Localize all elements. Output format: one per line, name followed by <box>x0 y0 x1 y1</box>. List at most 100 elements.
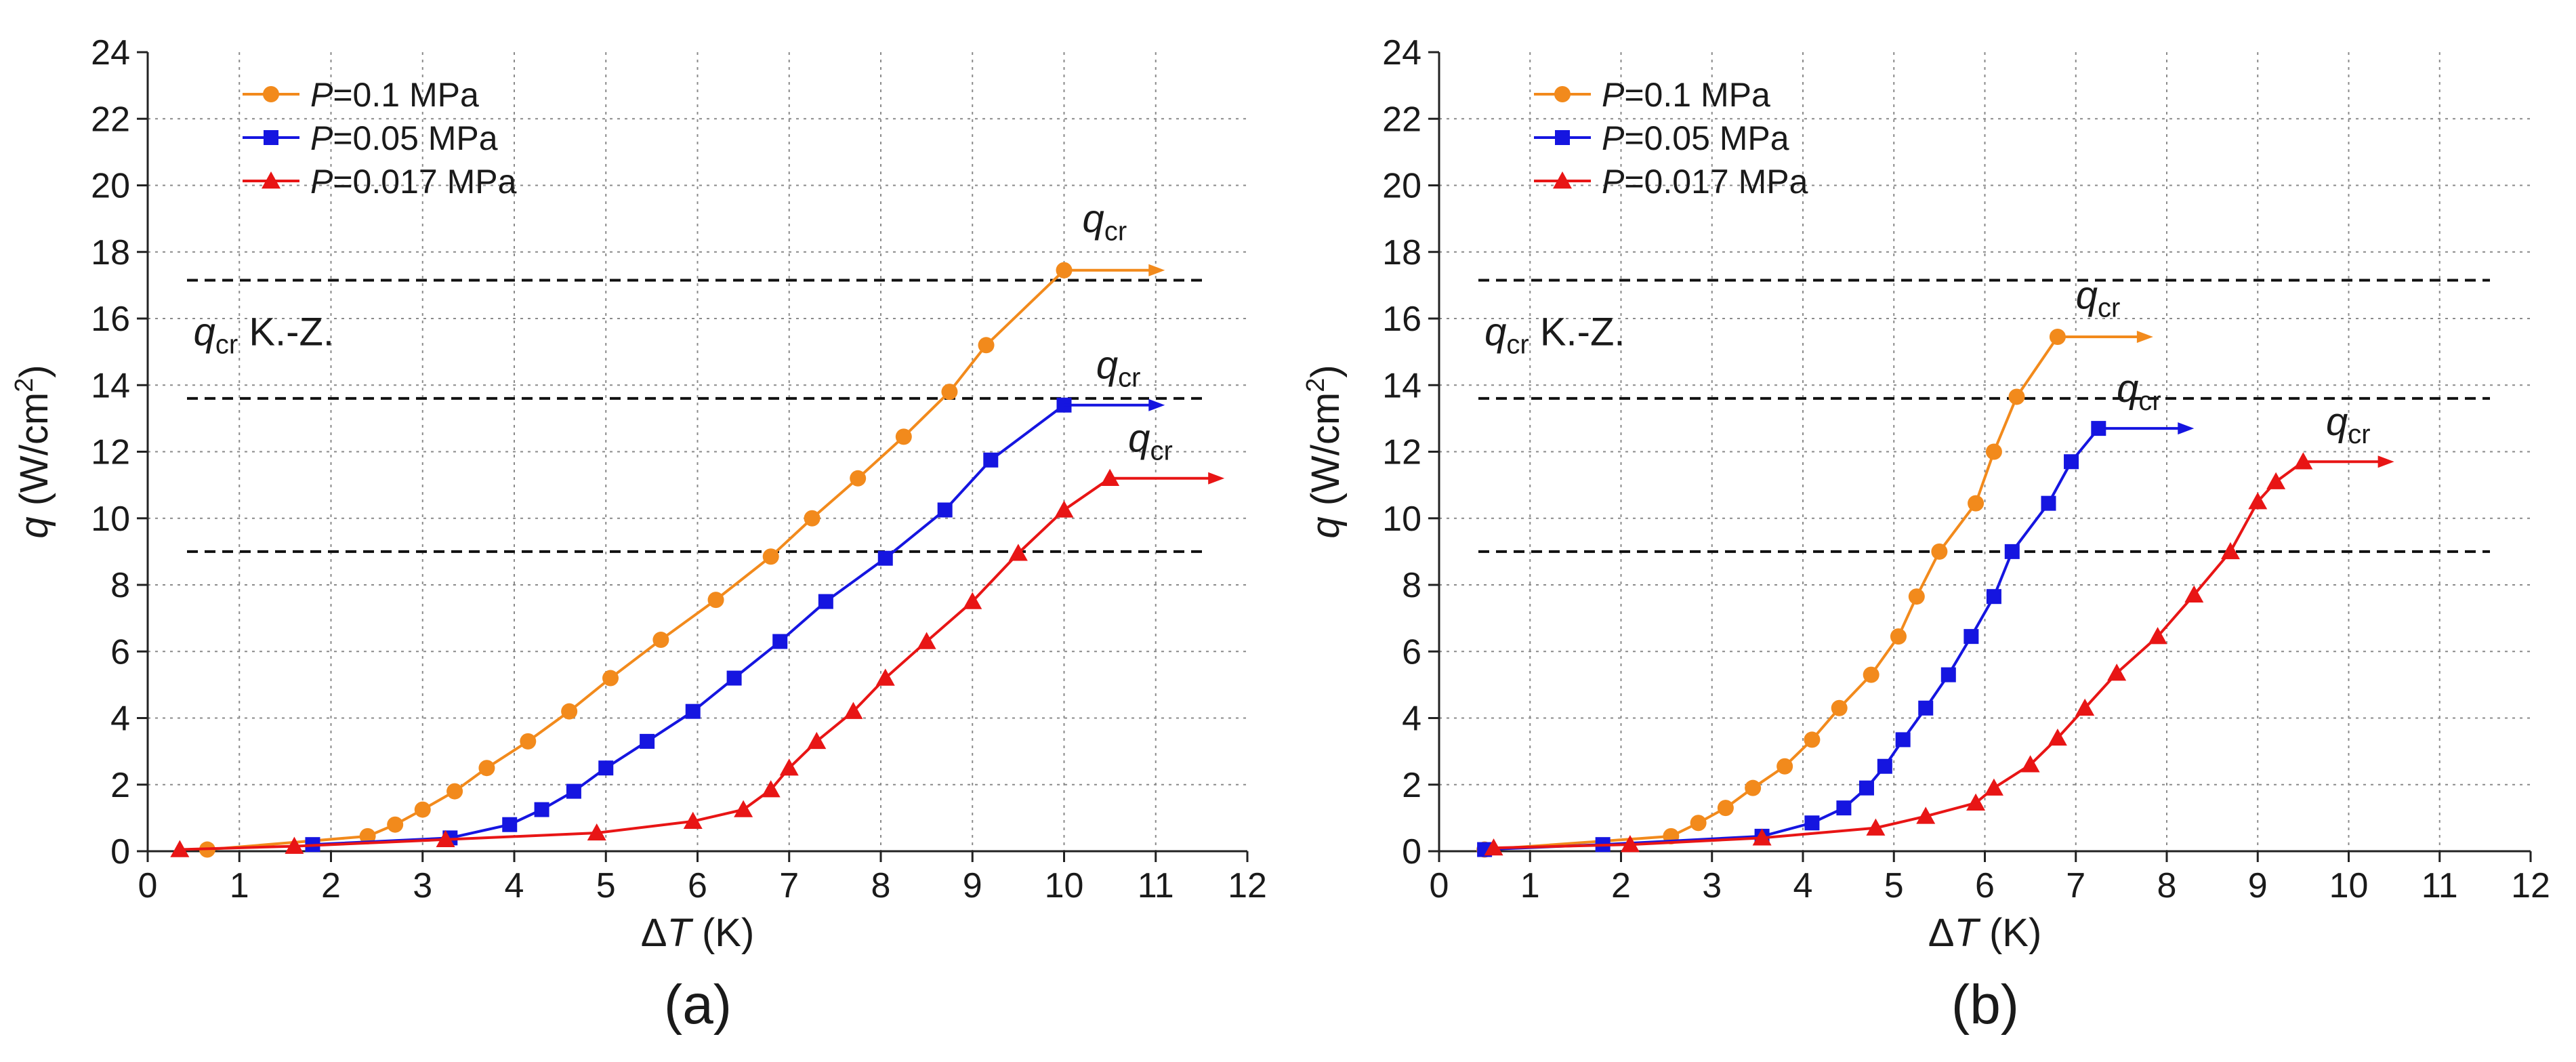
data-point <box>983 452 999 468</box>
y-axis-title: q (W/cm2) <box>1302 365 1348 538</box>
data-point <box>414 801 431 818</box>
data-point <box>1866 818 1886 836</box>
x-tick-label: 9 <box>2248 866 2268 905</box>
y-tick-label: 8 <box>1402 566 1421 605</box>
y-tick-label: 16 <box>91 300 130 339</box>
y-tick-label: 24 <box>91 33 130 73</box>
qcr-arrow-head <box>2136 331 2153 344</box>
x-tick-label: 11 <box>2422 866 2458 905</box>
data-point <box>359 828 376 844</box>
x-tick-label: 3 <box>413 866 432 905</box>
kz-label-q: q <box>1484 310 1506 354</box>
series-line <box>1493 460 2304 850</box>
qcr-arrow-head <box>1208 472 1225 485</box>
x-axis-title-unit: (K) <box>691 911 754 955</box>
y-axis-title-unit: (W/cm <box>1304 392 1348 517</box>
y-tick-label: 10 <box>1382 499 1421 539</box>
kz-label-tail: K.-Z. <box>1529 310 1625 354</box>
data-point <box>2064 454 2079 470</box>
y-tick-label: 2 <box>110 766 130 805</box>
y-tick-label: 22 <box>91 100 130 139</box>
data-point <box>761 780 781 798</box>
data-point <box>779 758 799 776</box>
kz-label-tail: K.-Z. <box>238 310 334 354</box>
kz-label: qcr K.-Z. <box>194 310 334 359</box>
data-point <box>978 337 995 354</box>
x-tick-label: 5 <box>596 866 616 905</box>
x-tick-label: 5 <box>1884 866 1904 905</box>
legend-label-value: =0.017 MPa <box>1624 163 1808 201</box>
legend-label: P=0.1 MPa <box>310 76 479 114</box>
y-tick-label: 18 <box>91 233 130 272</box>
data-point <box>1985 443 2002 460</box>
x-tick-label: 6 <box>1975 866 1995 905</box>
y-axis-title-var: q <box>1304 516 1348 538</box>
data-point <box>446 783 463 800</box>
kz-label-sub: cr <box>215 329 238 359</box>
data-point <box>707 592 724 609</box>
qcr-label-sub: cr <box>2348 420 2370 449</box>
legend-label-value: =0.05 MPa <box>333 119 497 157</box>
data-point <box>807 731 827 750</box>
y-tick-label: 0 <box>1402 832 1421 872</box>
data-point <box>561 703 578 720</box>
y-tick-label: 24 <box>1382 33 1421 73</box>
x-tick-label: 8 <box>871 866 891 905</box>
data-point <box>1831 699 1848 716</box>
x-tick-label: 12 <box>2511 866 2550 905</box>
qcr-label-q: q <box>2076 273 2098 317</box>
x-tick-label: 7 <box>2066 866 2085 905</box>
data-point <box>1918 700 1934 716</box>
x-axis-title-unit: (K) <box>1978 911 2041 955</box>
panel-b: 0 1 2 3 4 5 6 7 8 9 10 11 12024681012141618202224ΔT … <box>1302 33 2550 1036</box>
data-point <box>1895 732 1911 748</box>
y-axis-title-sup: 2 <box>10 378 39 392</box>
data-point <box>2184 585 2204 603</box>
qcr-label-sub: cr <box>1150 436 1172 466</box>
qcr-label: qcr <box>2117 367 2161 416</box>
data-point <box>1908 588 1925 605</box>
x-tick-label: 1 <box>1520 866 1540 905</box>
x-axis-title-var: T <box>1954 911 1980 955</box>
y-axis-title-close: ) <box>1304 365 1348 377</box>
legend-label: P=0.1 MPa <box>1602 76 1770 114</box>
series-line <box>1484 427 2100 851</box>
x-axis-title-symbol: Δ <box>1928 911 1955 955</box>
data-point <box>844 701 863 719</box>
x-tick-label: 6 <box>688 866 707 905</box>
qcr-label-sub: cr <box>1118 363 1140 392</box>
y-tick-label: 8 <box>110 566 130 605</box>
data-point <box>1931 543 1948 560</box>
data-point <box>1984 778 2003 796</box>
legend-label-var: P <box>310 119 333 157</box>
data-point <box>1968 495 1985 512</box>
data-point <box>1745 779 1762 796</box>
data-point <box>2266 472 2286 489</box>
data-point <box>726 670 742 686</box>
data-point <box>2048 728 2067 746</box>
y-axis-title-unit: (W/cm <box>12 392 56 517</box>
data-point <box>734 800 753 817</box>
y-tick-label: 12 <box>1382 433 1421 472</box>
data-point <box>818 594 833 609</box>
series-line <box>180 477 1111 851</box>
legend-label-value: =0.017 MPa <box>333 163 516 201</box>
data-point <box>1836 800 1852 816</box>
data-point <box>2041 495 2056 511</box>
legend-label-value: =0.1 MPa <box>1624 76 1770 114</box>
qcr-label-q: q <box>1083 197 1104 241</box>
data-point <box>875 668 895 686</box>
legend-label-var: P <box>310 76 333 114</box>
data-point <box>387 816 404 833</box>
y-tick-label: 0 <box>110 832 130 872</box>
data-point <box>285 836 304 854</box>
qcr-label: qcr <box>1083 197 1127 246</box>
data-point <box>963 592 982 609</box>
qcr-arrow-head <box>1148 264 1165 277</box>
data-point <box>1690 815 1707 832</box>
data-point <box>1054 500 1074 518</box>
y-axis-title-var: q <box>12 516 56 538</box>
legend-marker <box>1555 130 1570 145</box>
data-point <box>937 502 953 518</box>
legend-label: P=0.017 MPa <box>1602 163 1808 201</box>
